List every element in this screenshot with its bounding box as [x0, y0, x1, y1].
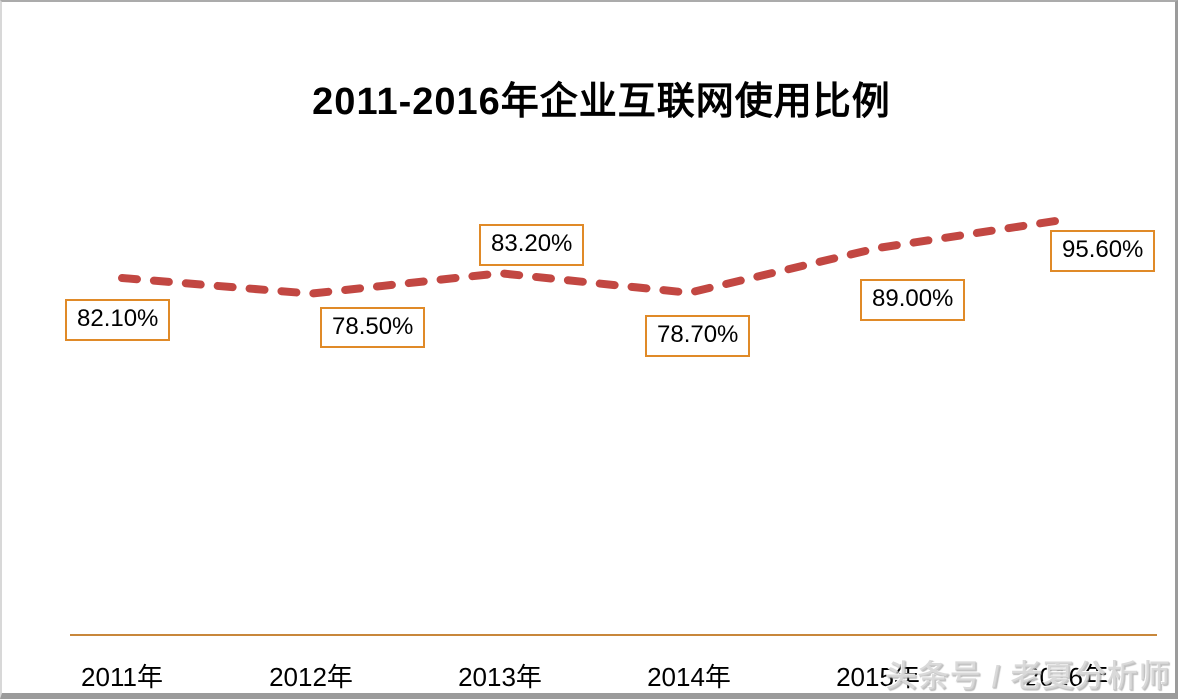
- x-axis-label: 2014年: [647, 662, 731, 692]
- watermark: 头条号 / 老夏分析师: [886, 659, 1171, 694]
- x-axis-label: 2013年: [458, 662, 542, 692]
- data-label: 82.10%: [65, 299, 171, 341]
- trend-line: [118, 215, 1071, 298]
- x-axis-label: 2012年: [269, 662, 353, 692]
- chart-title: 2011-2016年企业互联网使用比例: [312, 81, 891, 123]
- x-axis-line: [70, 634, 1157, 636]
- x-axis-label: 2011年: [81, 662, 163, 692]
- data-label: 89.00%: [860, 278, 966, 321]
- data-label: 95.60%: [1050, 230, 1156, 273]
- data-label: 78.50%: [320, 306, 426, 349]
- x-axis-label: 2016年: [1025, 662, 1109, 692]
- data-label: 83.20%: [479, 224, 585, 266]
- data-label: 78.70%: [645, 314, 751, 357]
- x-axis-label: 2015年: [836, 662, 920, 692]
